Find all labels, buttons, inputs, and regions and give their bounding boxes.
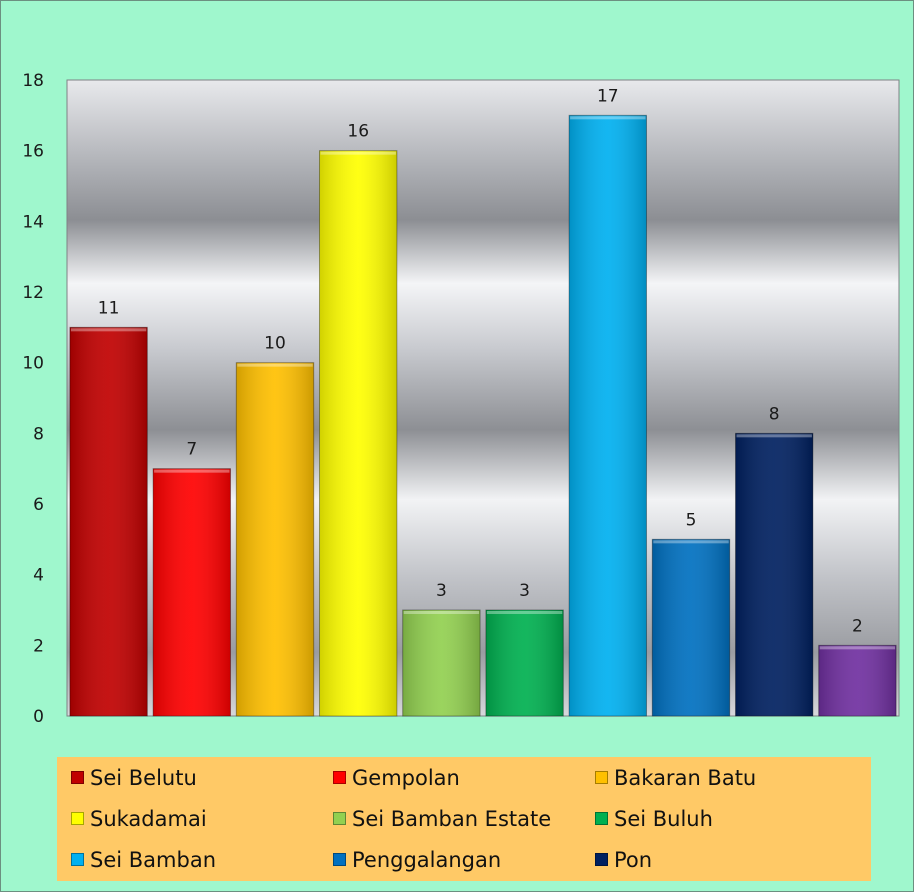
data-label: 16 <box>347 122 369 142</box>
bar-shade <box>818 645 897 716</box>
data-labels: 11 7 10 16 3 3 17 5 8 2 <box>98 86 863 636</box>
bar-shade <box>485 610 564 716</box>
bar <box>568 114 647 717</box>
legend-swatch <box>333 771 346 784</box>
bars <box>69 114 897 717</box>
y-tick-label: 16 <box>22 142 44 162</box>
legend-swatch <box>71 853 84 866</box>
bar-shade <box>402 610 481 716</box>
legend-item: Pon <box>595 839 857 880</box>
data-label: 7 <box>186 440 197 460</box>
bar-shade <box>236 362 314 716</box>
bar-bevel <box>237 363 313 367</box>
y-tick-label: 2 <box>33 636 44 656</box>
legend-item: Sei Bamban <box>71 839 333 880</box>
y-axis: 0 2 4 6 8 10 12 14 16 18 <box>22 71 44 727</box>
bar-shade <box>569 115 647 717</box>
bar-bevel <box>819 646 896 650</box>
bar <box>651 538 731 717</box>
legend-item: Penggalangan <box>333 839 595 880</box>
bar-shade <box>319 150 397 716</box>
bar-bevel <box>736 434 812 438</box>
y-tick-label: 14 <box>22 212 44 232</box>
y-tick-label: 0 <box>33 707 44 727</box>
legend: Sei Belutu Gempolan Bakaran Batu Sukadamai S… <box>57 757 871 881</box>
bar-bevel <box>154 469 230 473</box>
legend-item: Sei Buluh <box>595 798 857 839</box>
bar <box>735 432 814 717</box>
legend-swatch <box>595 771 608 784</box>
bar <box>818 644 897 717</box>
data-label: 3 <box>436 581 447 601</box>
y-tick-label: 18 <box>22 71 44 91</box>
legend-swatch <box>595 812 608 825</box>
legend-swatch <box>595 853 608 866</box>
legend-swatch <box>71 771 84 784</box>
legend-label: Pon <box>614 847 653 872</box>
legend-label: Penggalangan <box>352 847 502 872</box>
data-label: 5 <box>686 510 697 530</box>
legend-item: Sei Belutu <box>71 757 333 798</box>
data-label: 8 <box>769 404 780 424</box>
legend-item: Bakaran Batu <box>595 757 857 798</box>
bar-shade <box>153 468 231 716</box>
legend-label: Bakaran Batu <box>614 765 757 790</box>
bar <box>69 326 148 717</box>
data-label: 11 <box>98 298 120 318</box>
bar <box>319 150 398 717</box>
legend-item: Sukadamai <box>71 798 333 839</box>
bar-shade <box>735 433 813 716</box>
bar <box>485 609 564 717</box>
bar-shade <box>652 539 730 716</box>
y-tick-label: 6 <box>33 495 44 515</box>
bar-bevel <box>486 611 563 614</box>
legend-label: Sukadamai <box>90 806 207 831</box>
legend-swatch <box>71 812 84 825</box>
legend-label: Sei Buluh <box>614 806 713 831</box>
y-tick-label: 12 <box>22 283 44 303</box>
legend-swatch <box>333 812 346 825</box>
legend-item: Gempolan <box>333 757 595 798</box>
bar-bevel <box>570 116 646 120</box>
legend-label: Sei Bamban Estate <box>352 806 552 831</box>
data-label: 2 <box>852 616 863 636</box>
legend-swatch <box>333 853 346 866</box>
bar-bevel <box>320 151 396 155</box>
bar-bevel <box>70 328 147 332</box>
y-tick-label: 4 <box>33 566 44 586</box>
y-tick-label: 10 <box>22 354 44 374</box>
bar <box>402 609 481 717</box>
legend-label: Sei Bamban <box>90 847 216 872</box>
data-label: 10 <box>264 334 286 354</box>
legend-label: Gempolan <box>352 765 460 790</box>
bar-shade <box>69 327 148 716</box>
data-label: 3 <box>519 581 530 601</box>
bar-bevel <box>403 611 480 614</box>
legend-item: Sei Bamban Estate <box>333 798 595 839</box>
bar <box>152 468 231 717</box>
bar-bevel <box>653 540 729 544</box>
y-tick-label: 8 <box>33 424 44 444</box>
bar <box>235 362 315 717</box>
legend-label: Sei Belutu <box>90 765 197 790</box>
data-label: 17 <box>597 86 619 106</box>
